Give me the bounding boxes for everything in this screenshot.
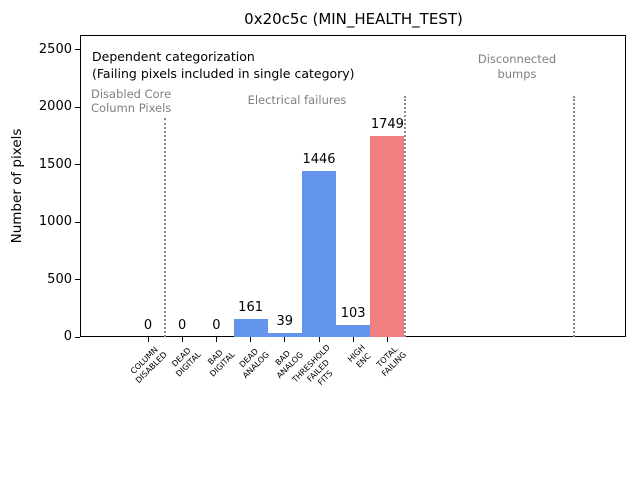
bar-value-label: 103 bbox=[340, 306, 366, 322]
y-tick-label: 500 bbox=[47, 271, 72, 287]
bar-value-label: 0 bbox=[212, 318, 221, 333]
x-tick-mark bbox=[250, 337, 252, 342]
bar-value-label: 39 bbox=[276, 313, 294, 329]
y-tick-mark bbox=[75, 221, 80, 223]
chart-title: 0x20c5c (MIN_HEALTH_TEST) bbox=[244, 10, 463, 28]
section-label-disconnected-bumps: Disconnected bumps bbox=[477, 52, 557, 81]
x-tick-mark bbox=[181, 337, 183, 342]
axes-frame bbox=[80, 35, 626, 337]
x-tick-label-text: BAD DIGITAL bbox=[206, 348, 237, 379]
bar-value-label: 1749 bbox=[370, 117, 404, 133]
y-tick-mark bbox=[75, 49, 80, 51]
y-tick-mark bbox=[75, 164, 80, 166]
section-label-electrical-failures: Electrical failures bbox=[247, 93, 347, 107]
bar-value-label: 0 bbox=[143, 318, 153, 333]
y-tick-label: 2000 bbox=[38, 99, 72, 115]
bar bbox=[336, 325, 371, 337]
x-tick-label-text: TOTAL FAILING bbox=[374, 344, 408, 379]
section-divider bbox=[403, 96, 406, 337]
bar bbox=[267, 332, 302, 337]
x-tick-mark bbox=[215, 337, 217, 342]
y-tick-mark bbox=[75, 279, 80, 281]
y-tick-label: 2500 bbox=[38, 41, 72, 57]
section-divider bbox=[572, 96, 575, 337]
y-tick-mark bbox=[75, 336, 80, 338]
bar bbox=[301, 170, 337, 337]
bar bbox=[233, 318, 268, 337]
bar-value-label: 1446 bbox=[302, 151, 336, 167]
annotation-failing-note: (Failing pixels included in single categ… bbox=[92, 66, 355, 81]
x-tick-label-text: DEAD DIGITAL bbox=[170, 345, 203, 379]
x-tick-mark bbox=[352, 337, 354, 342]
annotation-dependent-categorization: Dependent categorization bbox=[92, 49, 255, 64]
x-tick-label-text: DEAD ANALOG bbox=[237, 346, 272, 381]
bar-value-label: 0 bbox=[178, 318, 187, 333]
x-tick-mark bbox=[386, 337, 388, 342]
section-divider bbox=[163, 118, 166, 337]
bar-value-label: 161 bbox=[238, 299, 263, 315]
y-tick-label: 0 bbox=[63, 329, 72, 344]
x-tick-label-text: COLUMN DISABLED bbox=[128, 345, 169, 385]
y-tick-label: 1500 bbox=[38, 156, 72, 172]
section-label-disabled-core-column-pixels: Disabled Core Column Pixels bbox=[91, 87, 172, 115]
y-tick-mark bbox=[75, 106, 80, 108]
x-tick-mark bbox=[147, 337, 149, 342]
bar bbox=[370, 136, 405, 337]
x-tick-mark bbox=[284, 337, 286, 342]
y-tick-label: 1000 bbox=[38, 214, 72, 230]
x-tick-label-text: HIGH ENC bbox=[345, 343, 373, 370]
x-tick-mark bbox=[318, 337, 320, 342]
